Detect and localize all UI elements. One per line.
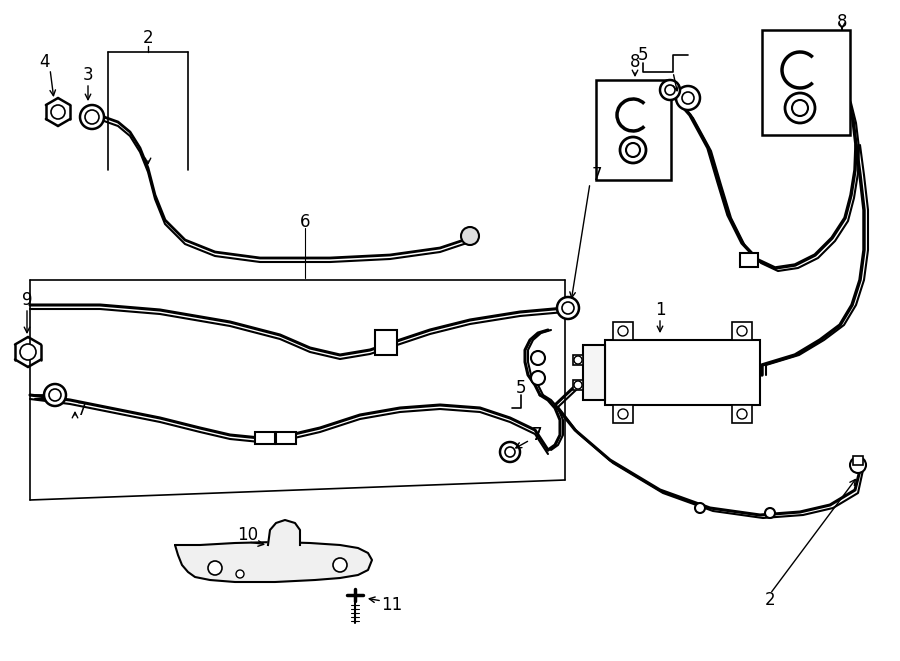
Text: 6: 6 [300, 213, 310, 231]
Bar [596, 80, 671, 180]
Circle shape [676, 86, 700, 110]
Bar [605, 340, 760, 405]
Circle shape [792, 100, 808, 116]
Circle shape [51, 105, 65, 119]
Text: 11: 11 [382, 596, 402, 614]
Circle shape [505, 447, 515, 457]
Text: 7: 7 [532, 426, 542, 444]
Text: 8: 8 [837, 13, 847, 31]
Bar [255, 432, 275, 444]
Circle shape [531, 351, 545, 365]
Circle shape [574, 356, 582, 364]
Circle shape [660, 80, 680, 100]
Circle shape [850, 457, 866, 473]
Circle shape [737, 326, 747, 336]
Text: 7: 7 [592, 166, 602, 184]
Circle shape [531, 371, 545, 385]
Bar [573, 380, 583, 390]
Circle shape [557, 297, 579, 319]
Circle shape [85, 110, 99, 124]
Circle shape [665, 85, 675, 95]
Bar [276, 432, 296, 444]
Bar [740, 253, 758, 267]
Bar [613, 322, 633, 340]
Bar [732, 405, 752, 423]
Circle shape [461, 227, 479, 245]
Bar [853, 456, 863, 465]
Bar [732, 322, 752, 340]
Circle shape [785, 93, 815, 123]
Text: 7: 7 [76, 401, 87, 419]
Circle shape [44, 384, 66, 406]
Circle shape [765, 508, 775, 518]
Bar [375, 330, 397, 355]
Circle shape [49, 389, 61, 401]
Circle shape [574, 381, 582, 389]
Circle shape [500, 442, 520, 462]
Circle shape [626, 143, 640, 157]
Text: 10: 10 [238, 526, 258, 544]
Circle shape [562, 302, 574, 314]
Text: 9: 9 [22, 291, 32, 309]
Text: 2: 2 [765, 591, 775, 609]
Text: 8: 8 [630, 53, 640, 71]
Bar [573, 355, 583, 365]
Bar [762, 30, 850, 135]
Circle shape [695, 503, 705, 513]
Text: 5: 5 [638, 46, 648, 64]
Bar [583, 345, 605, 400]
Circle shape [333, 558, 347, 572]
Circle shape [682, 92, 694, 104]
Text: 7: 7 [532, 426, 542, 444]
Circle shape [208, 561, 222, 575]
Circle shape [620, 137, 646, 163]
Polygon shape [175, 542, 372, 582]
Polygon shape [268, 520, 300, 545]
Circle shape [618, 326, 628, 336]
Circle shape [80, 105, 104, 129]
Text: 1: 1 [654, 301, 665, 319]
Circle shape [618, 409, 628, 419]
Circle shape [236, 570, 244, 578]
Bar [613, 405, 633, 423]
Circle shape [737, 409, 747, 419]
Text: 4: 4 [40, 53, 50, 71]
Text: 3: 3 [83, 66, 94, 84]
Circle shape [20, 344, 36, 360]
Text: 2: 2 [143, 29, 153, 47]
Text: 5: 5 [516, 379, 526, 397]
